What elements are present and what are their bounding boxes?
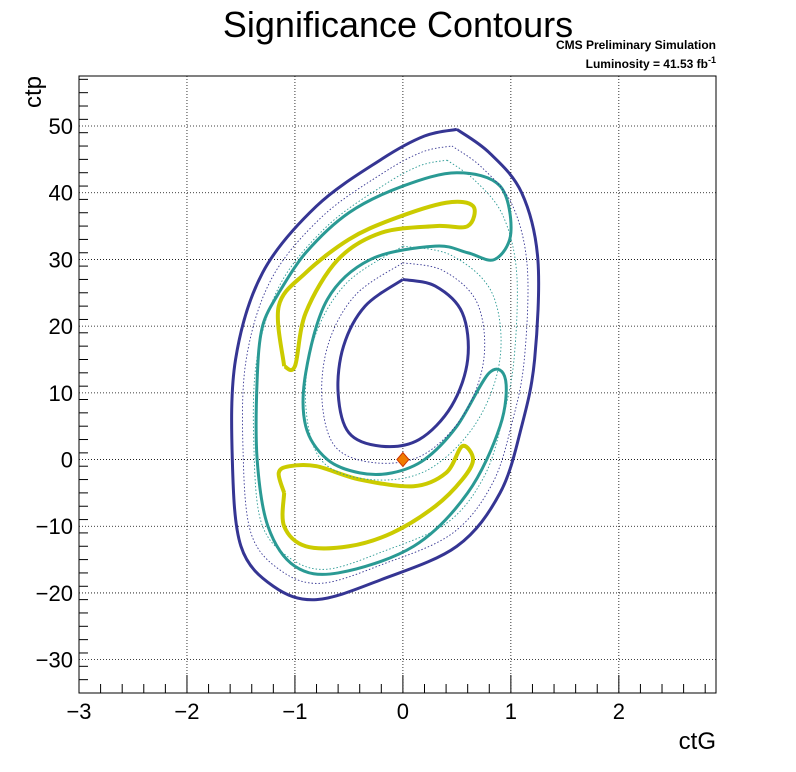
y-tick-label: −20 (36, 581, 73, 606)
luminosity-exponent: -1 (707, 55, 716, 65)
contour-line (230, 127, 541, 602)
contour-line-dotted (304, 245, 502, 481)
y-tick-label: 50 (49, 114, 73, 139)
contour-line (336, 277, 470, 449)
luminosity-text: Luminosity = 41.53 fb (585, 57, 708, 71)
x-tick-label: 1 (505, 699, 517, 724)
y-tick-label: −30 (36, 648, 73, 673)
y-tick-label: −10 (36, 514, 73, 539)
cms-annotation: CMS Preliminary Simulation Luminosity = … (556, 38, 716, 72)
cms-annotation-line2: Luminosity = 41.53 fb-1 (556, 53, 716, 72)
contour-line (276, 443, 476, 551)
plot-frame (78, 75, 717, 694)
y-tick-label: 10 (49, 381, 73, 406)
y-tick-label: 20 (49, 314, 73, 339)
contour-line (254, 171, 513, 576)
y-tick-label: 30 (49, 247, 73, 272)
y-tick-label: 40 (49, 181, 73, 206)
x-tick-label: −2 (174, 699, 199, 724)
x-tick-label: −3 (66, 699, 91, 724)
x-tick-label: −1 (282, 699, 307, 724)
contour-line-dotted (252, 159, 518, 570)
contour-line (275, 199, 477, 373)
x-tick-label: 0 (397, 699, 409, 724)
x-axis-label: ctG (678, 728, 716, 755)
x-tick-label: 2 (613, 699, 625, 724)
y-tick-label: 0 (61, 448, 73, 473)
cms-annotation-line1: CMS Preliminary Simulation (555, 38, 716, 52)
best-fit-point (396, 451, 410, 468)
chart-title: Significance Contours (222, 4, 574, 45)
